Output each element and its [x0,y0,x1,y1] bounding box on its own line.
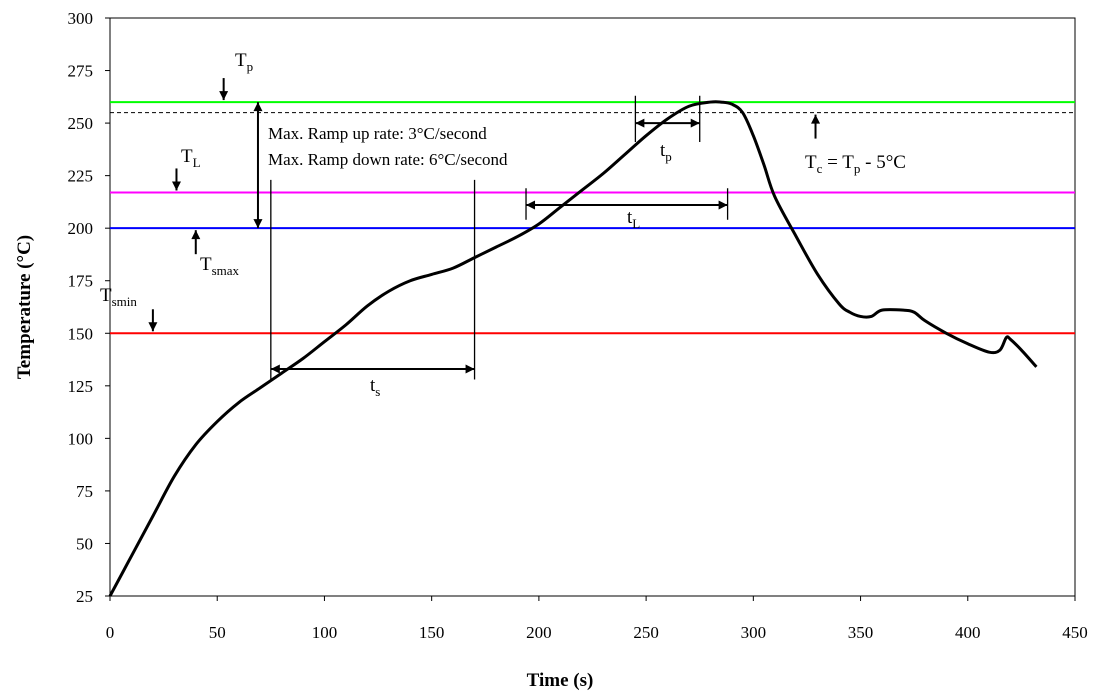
y-tick-label: 250 [68,114,94,133]
y-tick-label: 100 [68,429,94,448]
x-tick-label: 350 [848,623,874,642]
x-tick-label: 100 [312,623,338,642]
tp-duration-label: tp [660,140,672,164]
x-axis-title: Time (s) [527,670,594,691]
temperature-series [108,100,1038,597]
annotation-markers [148,78,821,380]
y-tick-label: 150 [68,324,94,343]
tsmax-label: Tsmax [200,254,240,278]
y-tick-label: 275 [68,62,94,81]
temperature-line [108,100,1038,597]
y-tick-label: 25 [76,587,93,606]
tp-label: Tp [235,50,253,74]
reference-lines [110,101,1075,335]
x-tick-label: 50 [209,623,226,642]
tsmin-label: Tsmin [100,285,137,309]
ts-label: ts [370,375,380,399]
y-tick-label: 200 [68,219,94,238]
x-tick-label: 450 [1062,623,1088,642]
tl-label: TL [181,146,201,170]
y-axis-title: Temperature (°C) [14,235,35,379]
x-tick-label: 300 [741,623,767,642]
ramp-down-label: Max. Ramp down rate: 6°C/second [268,150,508,169]
y-tick-label: 75 [76,482,93,501]
x-tick-label: 200 [526,623,552,642]
y-tick-label: 125 [68,377,94,396]
x-tick-label: 150 [419,623,445,642]
ramp-up-label: Max. Ramp up rate: 3°C/second [268,124,487,143]
x-tick-label: 250 [633,623,659,642]
tL-duration-label: tL [627,207,640,231]
y-tick-label: 50 [76,534,93,553]
plot-area [109,17,1076,597]
x-tick-label: 400 [955,623,981,642]
x-tick-label: 0 [106,623,115,642]
y-tick-label: 300 [68,9,94,28]
y-tick-label: 225 [68,167,94,186]
y-tick-label: 175 [68,272,94,291]
tc-label: Tc = Tp - 5°C [805,152,906,176]
axis-ticks: 0 50 100 150 200 250 300 350 400 450 25 50 75 100 125 1… [68,9,1088,642]
